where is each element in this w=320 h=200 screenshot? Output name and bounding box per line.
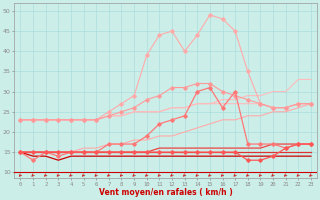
X-axis label: Vent moyen/en rafales ( km/h ): Vent moyen/en rafales ( km/h )	[99, 188, 233, 197]
